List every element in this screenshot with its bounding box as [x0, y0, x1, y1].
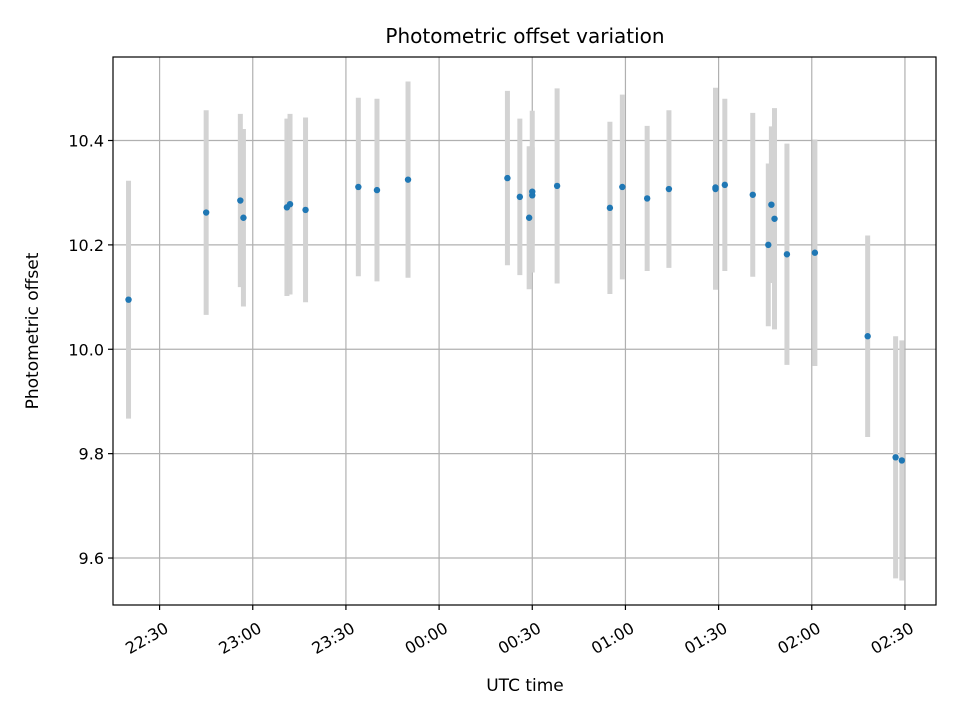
data-point	[504, 174, 511, 182]
data-point	[373, 186, 381, 194]
data-point	[525, 214, 533, 221]
data-point	[553, 182, 561, 190]
data-point	[125, 296, 132, 303]
data-point	[237, 197, 244, 204]
y-tick-label: 10.0	[68, 340, 104, 359]
data-point	[240, 214, 247, 221]
data-point-layer	[125, 174, 906, 464]
data-point	[811, 249, 819, 256]
data-point	[643, 195, 651, 202]
data-point	[765, 241, 772, 249]
data-point	[749, 191, 756, 198]
y-axis-ticks: 9.6 9.8 10.0 10.2 10.4	[68, 132, 113, 568]
data-point	[712, 184, 719, 191]
data-point	[404, 176, 412, 183]
data-point	[529, 188, 536, 195]
y-tick-label: 10.2	[68, 236, 104, 255]
data-point	[768, 201, 775, 208]
data-point	[721, 181, 729, 189]
chart-title: Photometric offset variation	[385, 24, 664, 48]
data-point	[892, 454, 899, 461]
data-point	[619, 183, 626, 191]
data-point	[202, 209, 210, 216]
data-point	[898, 457, 906, 464]
y-axis-title: Photometric offset	[23, 252, 43, 409]
y-tick-label: 9.6	[79, 549, 104, 568]
data-point	[665, 185, 673, 193]
x-axis-title: UTC time	[486, 676, 564, 696]
y-tick-label: 10.4	[68, 132, 104, 151]
y-tick-label: 9.8	[79, 445, 104, 464]
data-point	[286, 200, 294, 208]
data-point	[771, 215, 778, 222]
data-point	[783, 251, 791, 258]
grid-layer	[113, 57, 936, 605]
plot-frame	[112, 56, 937, 606]
data-point	[302, 206, 309, 214]
data-point	[864, 333, 871, 340]
data-point	[355, 183, 362, 191]
data-point	[606, 204, 614, 212]
data-point	[516, 193, 524, 201]
